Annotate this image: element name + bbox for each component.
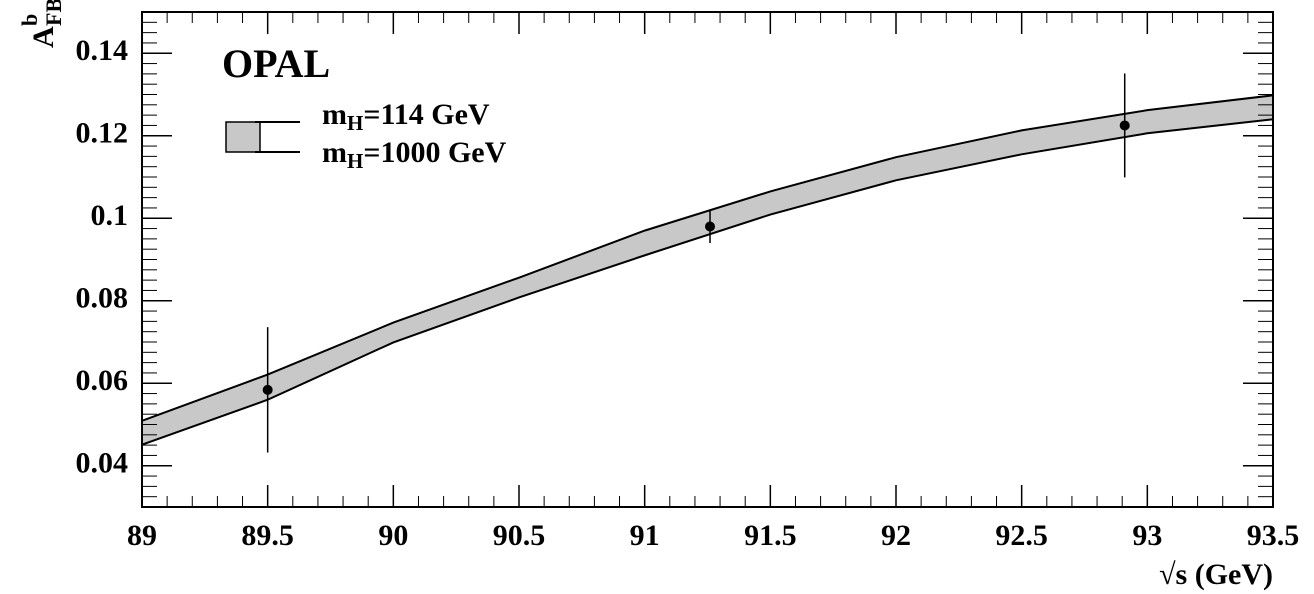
x-tick-label: 92 [881, 519, 911, 552]
x-tick-label: 91.5 [744, 519, 797, 552]
legend-label: mH=1000 GeV [322, 136, 507, 173]
data-point [705, 221, 716, 232]
y-tick-label: 0.04 [76, 447, 129, 480]
y-tick-label: 0.06 [76, 364, 129, 397]
x-tick-label: 90.5 [493, 519, 546, 552]
band [142, 95, 1273, 445]
annotation: OPAL [222, 41, 330, 86]
y-axis-label: A b FB [17, 0, 66, 48]
data-point [262, 384, 273, 395]
y-tick-label: 0.12 [76, 117, 129, 150]
legend-label: mH=114 GeV [322, 98, 490, 135]
y-tick-label: 0.08 [76, 282, 129, 315]
x-tick-label: 90 [378, 519, 408, 552]
y-tick-label: 0.1 [91, 199, 129, 232]
x-tick-label: 93.5 [1247, 519, 1300, 552]
y-label-sup: b [17, 14, 42, 26]
x-axis-label: √s (GeV) [1159, 558, 1273, 591]
series-line [141, 118, 1274, 446]
series-line [141, 94, 1274, 422]
y-label-base: A [27, 26, 60, 48]
x-tick-label: 89 [127, 519, 157, 552]
x-tick-label: 92.5 [995, 519, 1048, 552]
x-tick-label: 89.5 [241, 519, 294, 552]
x-tick-label: 93 [1132, 519, 1162, 552]
plot-frame [141, 11, 1274, 508]
legend-swatch [225, 121, 261, 153]
y-label-sub: FB [41, 0, 66, 26]
x-tick-label: 91 [630, 519, 660, 552]
data-point [1119, 120, 1130, 131]
y-tick-label: 0.14 [76, 34, 129, 67]
